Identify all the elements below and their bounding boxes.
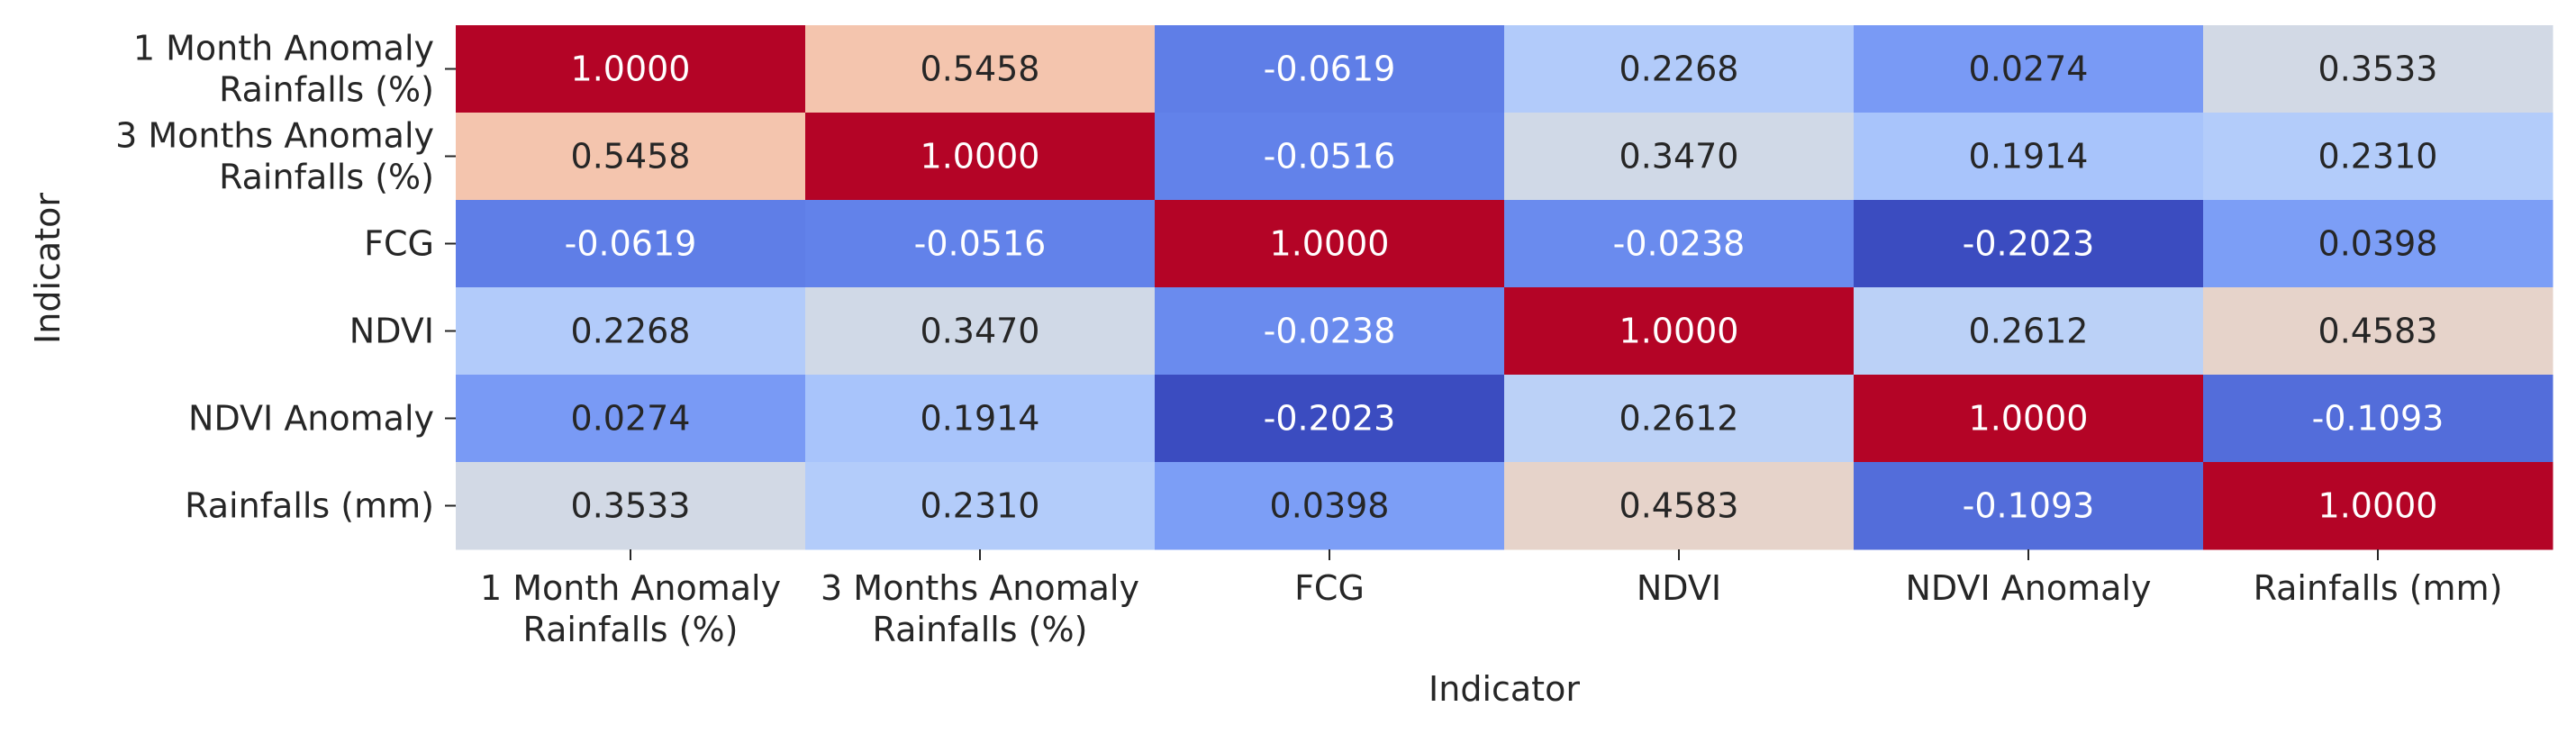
x-axis-ticks: 1 Month Anomaly Rainfalls (%) 3 Months Ano…	[480, 549, 2502, 649]
heatmap-cell	[456, 462, 806, 550]
heatmap-cell	[1155, 375, 1505, 463]
heatmap-cell	[456, 113, 806, 201]
heatmap-cell	[1155, 25, 1505, 113]
cell-value-label: 0.0398	[1270, 486, 1390, 526]
cell-value-label: 0.1914	[921, 399, 1040, 439]
heatmap-cell	[2203, 200, 2553, 288]
heatmap-cell	[1854, 375, 2204, 463]
cell-value-label: -0.0619	[1264, 50, 1396, 89]
x-tick-label: Rainfalls (mm)	[2254, 568, 2503, 608]
cell-value-label: 1.0000	[1969, 399, 2089, 439]
heatmap-cell	[2203, 287, 2553, 376]
x-tick-label: FCG	[1294, 568, 1365, 608]
cell-value-label: 1.0000	[2318, 486, 2438, 526]
cell-value-label: 0.1914	[1969, 137, 2089, 177]
cell-value-label: -0.0238	[1613, 224, 1746, 264]
heatmap-cell	[1854, 113, 2204, 201]
cell-value-label: 1.0000	[921, 137, 1040, 177]
heatmap-cells	[456, 25, 2553, 550]
heatmap-cell	[805, 25, 1156, 113]
heatmap-cell	[456, 200, 806, 288]
heatmap-cell	[1504, 200, 1855, 288]
heatmap-cell	[2203, 113, 2553, 201]
heatmap-cell	[805, 287, 1156, 376]
heatmap-cell	[1504, 25, 1855, 113]
x-tick-label: 1 Month Anomaly Rainfalls (%)	[480, 568, 781, 649]
heatmap-cell	[1854, 462, 2204, 550]
y-axis-ticks: 1 Month Anomaly Rainfalls (%)3 Months Ano…	[115, 29, 456, 526]
heatmap-cell	[805, 375, 1156, 463]
cell-value-label: 0.0274	[571, 399, 691, 439]
heatmap-cell	[1854, 200, 2204, 288]
cell-value-label: 0.5458	[571, 137, 691, 177]
heatmap-cell	[805, 462, 1156, 550]
heatmap-cell	[1504, 462, 1855, 550]
heatmap-cell	[456, 25, 806, 113]
cell-value-label: 0.2612	[1969, 312, 2089, 351]
cell-value-label: 0.4583	[2318, 312, 2438, 351]
cell-value-label: 0.2310	[921, 486, 1040, 526]
heatmap-cell	[2203, 462, 2553, 550]
cell-value-label: 0.3533	[571, 486, 691, 526]
x-tick-label: NDVI	[1637, 568, 1721, 608]
cell-value-label: -0.0238	[1264, 312, 1396, 351]
cell-value-label: -0.1093	[2312, 399, 2444, 439]
cell-value-label: 0.2612	[1619, 399, 1739, 439]
cell-value-label: 1.0000	[1619, 312, 1739, 351]
heatmap-cell	[1854, 25, 2204, 113]
heatmap-cell	[456, 287, 806, 376]
cell-value-label: -0.0516	[1264, 137, 1396, 177]
cell-value-label: -0.0619	[565, 224, 697, 264]
cell-value-label: 0.3470	[921, 312, 1040, 351]
cell-value-label: 0.5458	[921, 50, 1040, 89]
heatmap-cell	[1155, 287, 1505, 376]
heatmap-cell	[1155, 113, 1505, 201]
heatmap-cell	[2203, 375, 2553, 463]
y-tick-label: 1 Month Anomaly Rainfalls (%)	[133, 29, 434, 110]
heatmap-cell	[805, 113, 1156, 201]
cell-value-label: 0.2268	[571, 312, 691, 351]
heatmap-cell	[456, 375, 806, 463]
heatmap-cell	[1504, 287, 1855, 376]
x-tick-label: 3 Months Anomaly Rainfalls (%)	[821, 568, 1139, 649]
cell-value-label: 0.2310	[2318, 137, 2438, 177]
cell-value-label: 0.2268	[1619, 50, 1739, 89]
cell-value-label: 0.0398	[2318, 224, 2438, 264]
cell-value-label: -0.1093	[1963, 486, 2095, 526]
cell-value-label: 1.0000	[571, 50, 691, 89]
heatmap-cell	[1504, 375, 1855, 463]
x-tick-label: NDVI Anomaly	[1906, 568, 2152, 608]
y-tick-label: 3 Months Anomaly Rainfalls (%)	[115, 116, 434, 197]
cell-value-label: 0.4583	[1619, 486, 1739, 526]
y-axis-label: Indicator	[28, 193, 68, 344]
y-tick-label: Rainfalls (mm)	[185, 486, 434, 526]
heatmap-cell-labels: 1.0000 0.5458 -0.0619 0.2268 0.0274 0.3533 0.5…	[565, 50, 2444, 526]
y-tick-label: NDVI Anomaly	[188, 399, 434, 439]
heatmap-cell	[1155, 462, 1505, 550]
heatmap-cell	[805, 200, 1156, 288]
cell-value-label: 0.0274	[1969, 50, 2089, 89]
cell-value-label: -0.2023	[1963, 224, 2095, 264]
heatmap-cell	[2203, 25, 2553, 113]
cell-value-label: 0.3533	[2318, 50, 2438, 89]
cell-value-label: 1.0000	[1270, 224, 1390, 264]
cell-value-label: 0.3470	[1619, 137, 1739, 177]
heatmap-cell	[1504, 113, 1855, 201]
heatmap-cell	[1854, 287, 2204, 376]
y-tick-label: NDVI	[349, 312, 434, 351]
cell-value-label: -0.0516	[914, 224, 1047, 264]
heatmap-cell	[1155, 200, 1505, 288]
y-tick-label: FCG	[364, 224, 434, 264]
cell-value-label: -0.2023	[1264, 399, 1396, 439]
x-axis-label: Indicator	[1429, 669, 1580, 709]
